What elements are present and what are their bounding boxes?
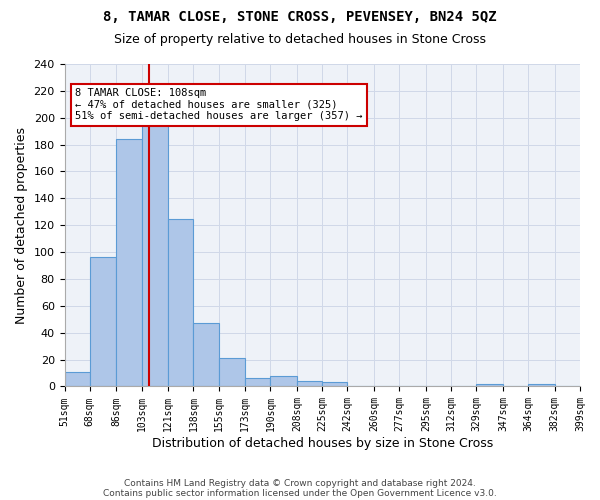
Text: Size of property relative to detached houses in Stone Cross: Size of property relative to detached ho… bbox=[114, 32, 486, 46]
Text: 8, TAMAR CLOSE, STONE CROSS, PEVENSEY, BN24 5QZ: 8, TAMAR CLOSE, STONE CROSS, PEVENSEY, B… bbox=[103, 10, 497, 24]
Bar bbox=[476, 384, 503, 386]
Bar bbox=[168, 218, 193, 386]
Text: Contains public sector information licensed under the Open Government Licence v3: Contains public sector information licen… bbox=[103, 488, 497, 498]
Bar bbox=[322, 382, 347, 386]
Bar bbox=[297, 381, 322, 386]
X-axis label: Distribution of detached houses by size in Stone Cross: Distribution of detached houses by size … bbox=[152, 437, 493, 450]
Bar bbox=[142, 119, 168, 386]
Bar bbox=[193, 324, 218, 386]
Bar bbox=[90, 258, 116, 386]
Text: 8 TAMAR CLOSE: 108sqm
← 47% of detached houses are smaller (325)
51% of semi-det: 8 TAMAR CLOSE: 108sqm ← 47% of detached … bbox=[75, 88, 362, 122]
Bar bbox=[528, 384, 555, 386]
Bar bbox=[116, 139, 142, 386]
Y-axis label: Number of detached properties: Number of detached properties bbox=[15, 126, 28, 324]
Bar bbox=[271, 376, 297, 386]
Text: Contains HM Land Registry data © Crown copyright and database right 2024.: Contains HM Land Registry data © Crown c… bbox=[124, 478, 476, 488]
Bar bbox=[245, 378, 271, 386]
Bar bbox=[65, 372, 90, 386]
Bar bbox=[218, 358, 245, 386]
